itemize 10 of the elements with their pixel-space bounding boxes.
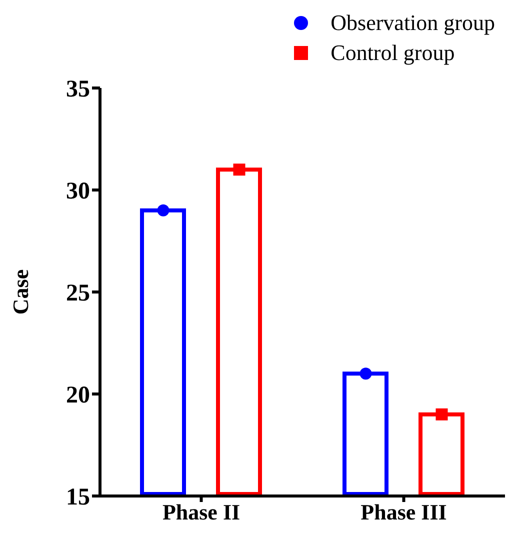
y-axis-title: Case	[8, 269, 33, 315]
x-tick-label: Phase II	[162, 500, 240, 525]
y-tick-label: 15	[66, 484, 90, 511]
y-tick-label: 20	[66, 382, 90, 409]
y-tick-label: 30	[66, 178, 90, 205]
legend-label: Control group	[330, 40, 455, 66]
y-tick-label: 35	[66, 76, 90, 103]
legend-label: Observation group	[330, 10, 495, 36]
x-tick-label: Phase III	[360, 500, 447, 525]
y-tick-label: 25	[66, 280, 90, 307]
